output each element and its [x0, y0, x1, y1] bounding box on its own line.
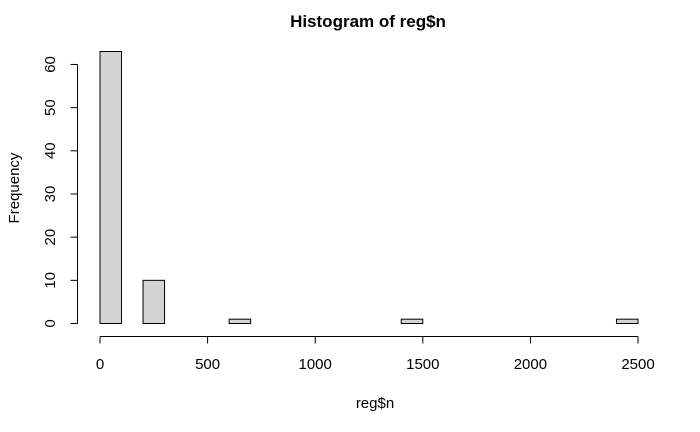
y-tick-label-50: 50 — [42, 99, 59, 116]
y-axis: 0 10 20 30 40 50 60 — [42, 56, 78, 328]
bars-layer — [99, 51, 639, 324]
x-tick-label-2000: 2000 — [514, 356, 547, 373]
x-tick-label-1500: 1500 — [406, 356, 439, 373]
histogram-bar-2400-2500 — [615, 318, 639, 324]
x-axis-label: reg$n — [356, 395, 394, 412]
y-axis-label: Frequency — [6, 152, 23, 223]
histogram-bar-1400-1500 — [400, 318, 424, 324]
histogram-bar-0-100 — [99, 51, 123, 324]
x-tick-label-1000: 1000 — [299, 356, 332, 373]
histogram-bar-600-700 — [228, 318, 252, 324]
x-tick-label-2500: 2500 — [621, 356, 654, 373]
y-tick-label-20: 20 — [42, 229, 59, 246]
y-tick-label-0: 0 — [42, 319, 59, 327]
y-tick-label-10: 10 — [42, 272, 59, 289]
y-tick-label-60: 60 — [42, 56, 59, 73]
y-tick-label-30: 30 — [42, 186, 59, 203]
x-tick-label-500: 500 — [195, 356, 220, 373]
y-tick-label-40: 40 — [42, 142, 59, 159]
x-axis: 0 500 1000 1500 2000 2500 — [96, 336, 655, 373]
histogram-bar-200-300 — [142, 279, 166, 324]
x-tick-label-0: 0 — [96, 356, 104, 373]
chart-title: Histogram of reg$n — [290, 12, 446, 31]
